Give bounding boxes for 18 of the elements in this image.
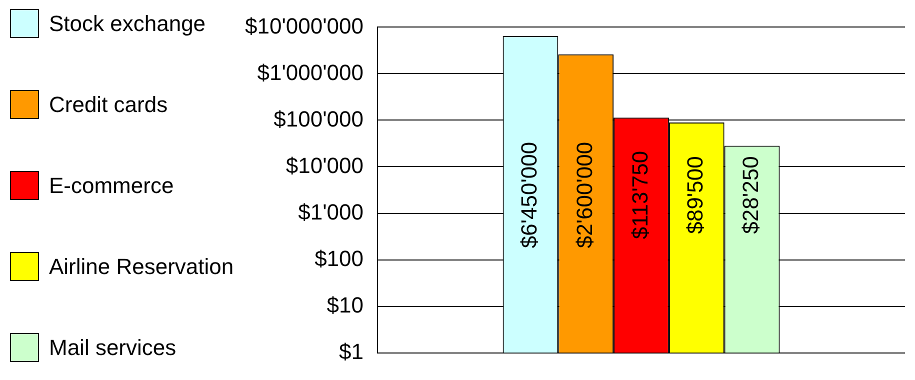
- y-tick-label: $10: [326, 292, 364, 318]
- y-tick-label: $100: [314, 246, 364, 271]
- data-label: $89'500: [682, 156, 708, 234]
- legend-label: E-commerce: [49, 172, 174, 198]
- legend-label: Credit cards: [49, 92, 168, 118]
- y-tick-label: $1'000: [298, 199, 364, 224]
- y-tick-label: $1'000'000: [257, 60, 364, 85]
- legend-label: Stock exchange: [49, 10, 206, 36]
- data-label: $2'600'000: [572, 142, 597, 248]
- data-label: $28'250: [738, 156, 764, 234]
- y-tick-label: $1: [339, 338, 364, 364]
- y-tick-label: $10'000: [286, 152, 364, 178]
- legend-label: Mail services: [49, 334, 176, 360]
- data-label: $113'750: [627, 150, 652, 240]
- legend-label: Airline Reservation: [49, 254, 234, 280]
- y-tick-label: $10'000'000: [244, 13, 364, 38]
- y-tick-label: $100'000: [274, 106, 364, 132]
- data-label: $6'450'000: [516, 142, 542, 248]
